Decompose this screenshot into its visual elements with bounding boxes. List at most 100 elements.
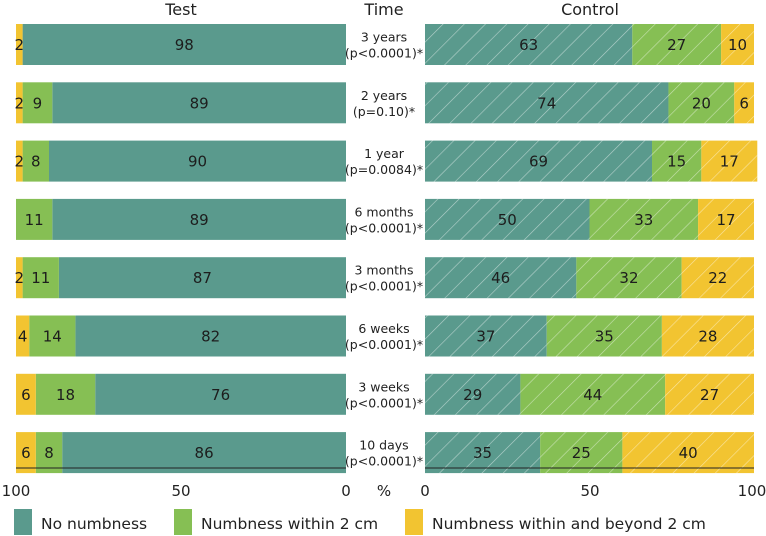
control-bar-hatch bbox=[622, 432, 754, 474]
time-label: 3 weeks bbox=[358, 379, 409, 394]
control-bar-label: 46 bbox=[491, 269, 510, 287]
test-bar-label: 87 bbox=[193, 269, 212, 287]
control-bar-label: 40 bbox=[679, 444, 698, 462]
control-bar-label: 50 bbox=[498, 211, 517, 229]
control-bar-label: 32 bbox=[619, 269, 638, 287]
tick-control-50: 50 bbox=[580, 482, 599, 500]
tick-control-100: 100 bbox=[738, 482, 766, 500]
control-bar-label: 28 bbox=[698, 328, 717, 346]
control-bar-label: 69 bbox=[529, 153, 548, 171]
control-bar-hatch bbox=[425, 82, 669, 124]
test-bar-within bbox=[29, 315, 76, 357]
p-value-label: (p<0.0001)* bbox=[345, 220, 423, 235]
p-value-label: (p<0.0001)* bbox=[345, 337, 423, 352]
control-bar-hatch bbox=[425, 373, 521, 415]
tick-test-0: 0 bbox=[341, 482, 351, 500]
legend-swatch-beyond-2cm bbox=[405, 509, 423, 535]
test-bar-label: 89 bbox=[190, 211, 209, 229]
control-bar-label: 27 bbox=[700, 386, 719, 404]
control-bar-hatch bbox=[520, 373, 666, 415]
control-bar-hatch bbox=[425, 198, 590, 240]
p-value-label: (p<0.0001)* bbox=[345, 46, 423, 61]
test-bar-within bbox=[22, 140, 49, 182]
test-bar-label: 6 bbox=[21, 386, 31, 404]
test-bar-beyond bbox=[16, 432, 36, 474]
time-label: 1 year bbox=[364, 146, 405, 161]
tick-test-100: 100 bbox=[2, 482, 31, 500]
test-bar-none bbox=[52, 198, 347, 240]
control-bar-label: 29 bbox=[463, 386, 482, 404]
control-bar-hatch bbox=[540, 432, 623, 474]
control-bar-label: 33 bbox=[634, 211, 653, 229]
time-label: 6 months bbox=[354, 204, 413, 219]
test-bar-within bbox=[35, 373, 96, 415]
test-bar-none bbox=[52, 82, 347, 124]
test-bar-within bbox=[35, 432, 63, 474]
control-bar-hatch bbox=[576, 257, 682, 299]
control-bar-hatch bbox=[425, 315, 547, 357]
test-bar-label: 90 bbox=[188, 153, 207, 171]
time-label: 3 years bbox=[361, 30, 407, 45]
control-bar-label: 17 bbox=[720, 153, 739, 171]
control-bar-hatch bbox=[681, 257, 754, 299]
control-bar-hatch bbox=[721, 24, 754, 65]
legend-label-no-numbness: No numbness bbox=[41, 515, 147, 533]
control-bar-hatch bbox=[425, 24, 633, 65]
test-bar-label: 18 bbox=[56, 386, 75, 404]
control-bar-label: 10 bbox=[728, 36, 747, 54]
control-bar-hatch bbox=[701, 140, 758, 182]
test-bar-label: 2 bbox=[15, 36, 25, 54]
p-value-label: (p<0.0001)* bbox=[345, 454, 423, 469]
control-bar-hatch bbox=[668, 82, 735, 124]
time-label: 10 days bbox=[359, 438, 408, 453]
time-label: 6 weeks bbox=[358, 321, 409, 336]
test-bar-label: 11 bbox=[25, 211, 44, 229]
control-bar-hatch bbox=[652, 140, 702, 182]
tick-control-0: 0 bbox=[420, 482, 430, 500]
test-bar-label: 2 bbox=[15, 269, 25, 287]
test-bar-none bbox=[22, 24, 346, 65]
test-bar-label: 82 bbox=[201, 328, 220, 346]
test-bar-none bbox=[95, 373, 346, 415]
p-value-label: (p<0.0001)* bbox=[345, 395, 423, 410]
control-bar-label: 27 bbox=[667, 36, 686, 54]
p-value-label: (p=0.0084)* bbox=[345, 162, 423, 177]
p-value-label: (p=0.10)* bbox=[353, 104, 415, 119]
control-bar-hatch bbox=[661, 315, 754, 357]
control-bar-label: 17 bbox=[716, 211, 735, 229]
control-bar-hatch bbox=[665, 373, 754, 415]
header-test: Test bbox=[164, 0, 197, 19]
control-bar-label: 35 bbox=[473, 444, 492, 462]
control-bar-hatch bbox=[734, 82, 754, 124]
test-bar-beyond bbox=[16, 24, 23, 65]
control-bar-hatch bbox=[546, 315, 662, 357]
test-bar-label: 11 bbox=[31, 269, 50, 287]
test-bar-beyond bbox=[16, 140, 23, 182]
test-bar-within bbox=[22, 82, 53, 124]
test-bar-label: 8 bbox=[44, 444, 54, 462]
test-bar-beyond bbox=[16, 257, 23, 299]
control-bar-label: 37 bbox=[476, 328, 495, 346]
legend-label-beyond-2cm: Numbness within and beyond 2 cm bbox=[432, 515, 706, 533]
control-bar-label: 15 bbox=[667, 153, 686, 171]
control-bar-hatch bbox=[632, 24, 722, 65]
header-time: Time bbox=[363, 0, 403, 19]
legend-swatch-within-2cm bbox=[174, 509, 192, 535]
test-bar-none bbox=[49, 140, 346, 182]
test-bar-label: 86 bbox=[195, 444, 214, 462]
legend: No numbness Numbness within 2 cm Numbnes… bbox=[14, 509, 706, 535]
control-bar-hatch bbox=[425, 140, 653, 182]
control-bar-hatch bbox=[589, 198, 699, 240]
control-bar-label: 74 bbox=[537, 94, 556, 112]
control-bar-label: 63 bbox=[519, 36, 538, 54]
control-bar-hatch bbox=[698, 198, 754, 240]
control-bar-hatch bbox=[425, 432, 541, 474]
control-bar-label: 22 bbox=[708, 269, 727, 287]
legend-swatch-no-numbness bbox=[14, 509, 32, 535]
control-bar-hatch bbox=[425, 257, 577, 299]
test-bar-label: 6 bbox=[21, 444, 31, 462]
legend-label-within-2cm: Numbness within 2 cm bbox=[201, 515, 378, 533]
time-label: 2 years bbox=[361, 88, 407, 103]
control-bar-label: 6 bbox=[739, 94, 749, 112]
